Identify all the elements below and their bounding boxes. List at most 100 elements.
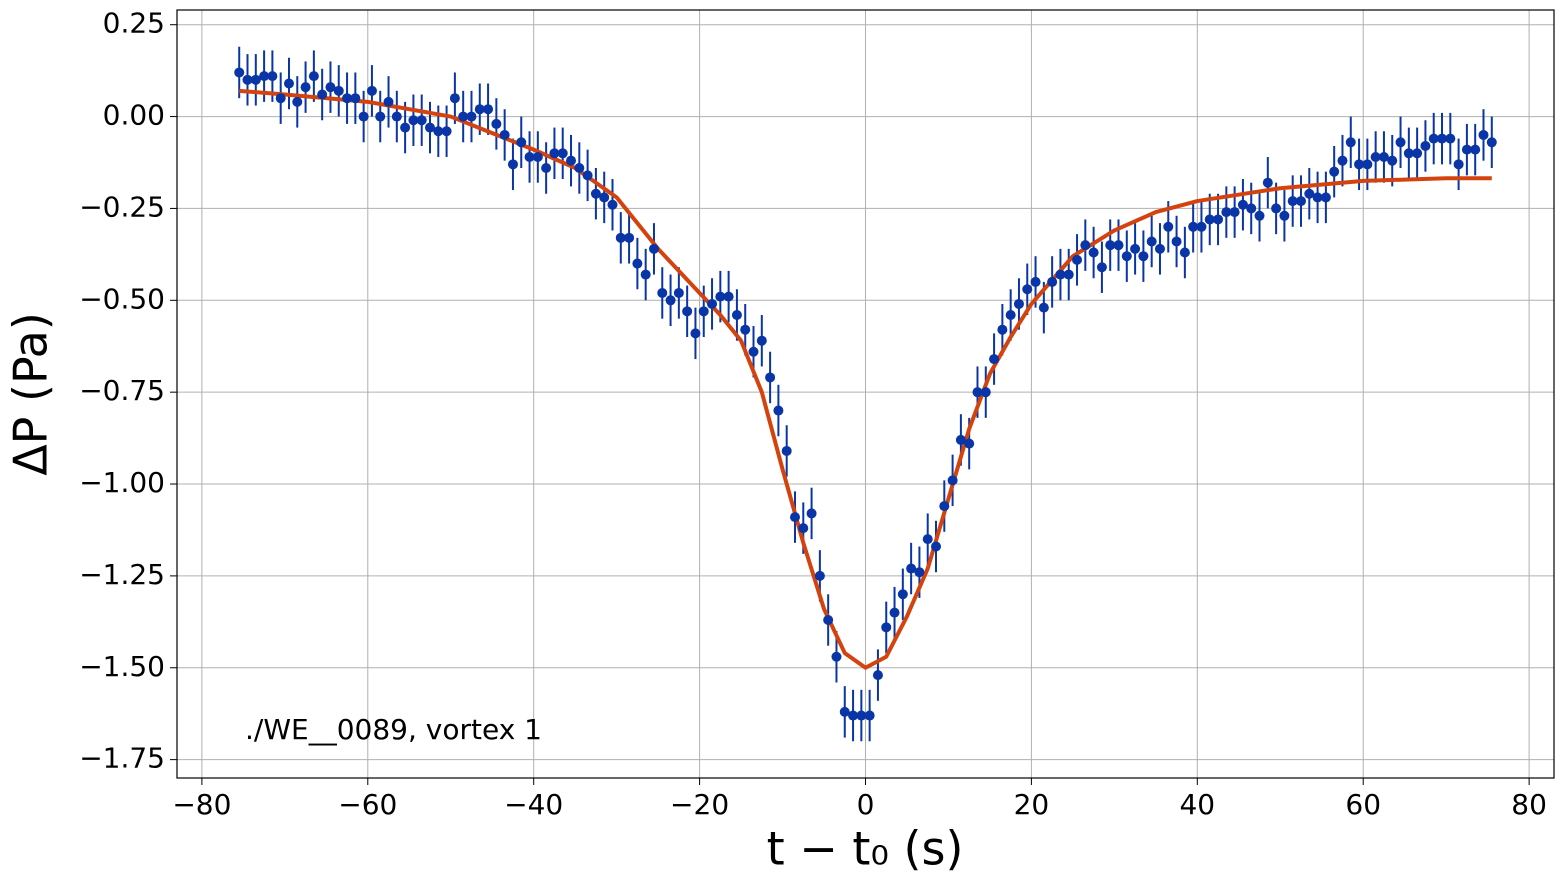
data-point <box>1445 133 1456 144</box>
data-point <box>358 111 369 122</box>
data-point <box>906 563 917 574</box>
data-point <box>375 111 386 122</box>
data-point <box>1354 159 1365 170</box>
data-point <box>615 232 626 243</box>
data-point <box>1337 155 1348 166</box>
data-point <box>690 328 701 339</box>
annotation: ./WE__0089, vortex 1 <box>245 713 542 746</box>
x-tick-label: 60 <box>1345 788 1381 821</box>
data-point <box>590 188 601 199</box>
data-point <box>889 607 900 618</box>
data-point <box>566 155 577 166</box>
data-point <box>1038 302 1049 313</box>
data-point <box>1154 243 1165 254</box>
data-point <box>765 372 776 383</box>
data-point <box>831 651 842 662</box>
data-point <box>516 137 527 148</box>
data-point <box>458 111 469 122</box>
data-point <box>1022 284 1033 295</box>
data-point <box>673 287 684 298</box>
data-point <box>607 199 618 210</box>
data-point <box>922 534 933 545</box>
data-point <box>1412 148 1423 159</box>
data-point <box>872 670 883 681</box>
data-point <box>582 170 593 181</box>
plot-frame <box>176 9 1555 779</box>
data-point <box>1312 192 1323 203</box>
data-point <box>1204 214 1215 225</box>
x-axis-label: t − t₀ (s) <box>767 822 964 876</box>
data-point <box>1478 129 1489 140</box>
data-point <box>897 589 908 600</box>
data-point <box>798 523 809 534</box>
data-point <box>989 354 1000 365</box>
data-point <box>1320 192 1331 203</box>
data-point <box>1461 144 1472 155</box>
data-point <box>308 71 319 82</box>
data-point <box>483 104 494 115</box>
data-point <box>931 541 942 552</box>
data-point <box>1271 203 1282 214</box>
data-point <box>234 67 245 78</box>
data-point <box>283 78 294 89</box>
data-point <box>1254 210 1265 221</box>
data-point <box>1196 221 1207 232</box>
data-point <box>1428 133 1439 144</box>
data-point <box>549 148 560 159</box>
data-point <box>350 93 361 104</box>
y-tick-label: −0.75 <box>79 374 165 407</box>
data-point <box>557 148 568 159</box>
data-point <box>267 71 278 82</box>
data-point <box>955 434 966 445</box>
data-point <box>789 512 800 523</box>
y-axis-label: ΔP (Pa) <box>4 312 58 476</box>
data-point <box>1437 133 1448 144</box>
data-point <box>624 232 635 243</box>
data-point <box>250 74 261 85</box>
data-point <box>814 570 825 581</box>
x-tick-label: 20 <box>1014 788 1050 821</box>
data-point <box>839 706 850 717</box>
data-point <box>1047 276 1058 287</box>
data-point <box>947 475 958 486</box>
x-tick-label: 0 <box>857 788 875 821</box>
data-point <box>1113 240 1124 251</box>
data-point <box>964 438 975 449</box>
data-point <box>1304 188 1315 199</box>
x-tick-label: −20 <box>670 788 729 821</box>
data-point <box>731 309 742 320</box>
data-point <box>1121 251 1132 262</box>
data-point <box>259 71 270 82</box>
data-point <box>698 306 709 317</box>
data-point <box>416 115 427 126</box>
data-point <box>864 710 875 721</box>
data-point <box>640 269 651 280</box>
data-point <box>632 258 643 269</box>
data-point <box>1370 151 1381 162</box>
data-point <box>408 115 419 126</box>
data-point <box>823 614 834 625</box>
data-point <box>317 89 328 100</box>
data-point <box>1179 247 1190 258</box>
data-point <box>657 287 668 298</box>
data-point <box>914 567 925 578</box>
data-point <box>466 111 477 122</box>
data-point <box>541 163 552 174</box>
data-point <box>1072 254 1083 265</box>
y-tick-label: −0.50 <box>79 282 165 315</box>
x-tick-label: −60 <box>338 788 397 821</box>
data-point <box>342 93 353 104</box>
data-point <box>1345 137 1356 148</box>
data-point <box>1420 140 1431 151</box>
data-point <box>1221 207 1232 218</box>
data-point <box>806 508 817 519</box>
data-point <box>682 306 693 317</box>
data-point <box>1055 269 1066 280</box>
data-point <box>1246 203 1257 214</box>
data-point <box>1378 151 1389 162</box>
data-point <box>574 163 585 174</box>
data-point <box>1262 177 1273 188</box>
data-point <box>1470 144 1481 155</box>
data-point <box>507 159 518 170</box>
